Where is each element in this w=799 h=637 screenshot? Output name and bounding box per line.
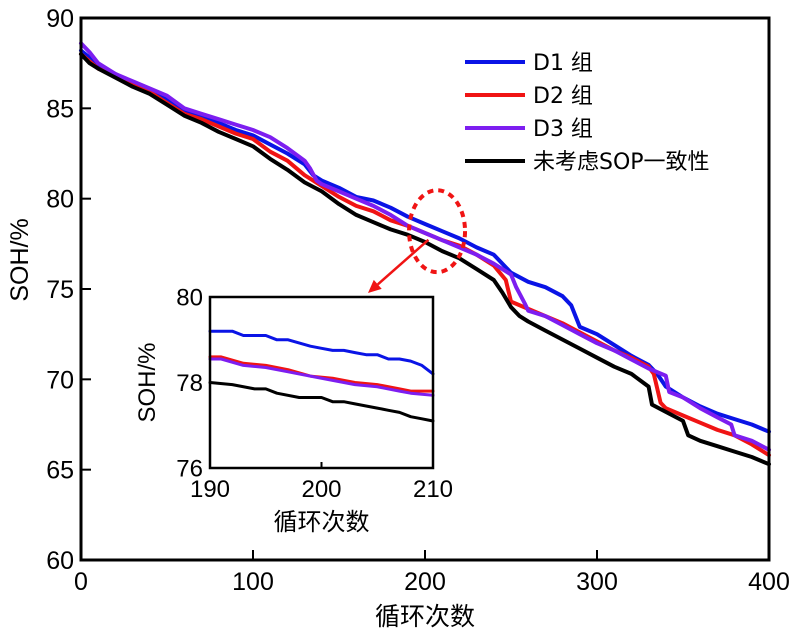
zoom-arrow-line (376, 238, 430, 286)
y-tick-label: 80 (46, 186, 74, 214)
legend-label: D1 组 (533, 51, 593, 76)
inset-y-axis-title: SOH/% (134, 342, 161, 422)
legend-item: D3 组 (465, 117, 593, 142)
main-series-lines (79, 41, 771, 467)
y-tick-label: 85 (46, 95, 74, 123)
inset-axis-ticks: 190 200 210 76 78 80 (176, 285, 453, 503)
legend-item: D2 组 (465, 84, 593, 109)
x-tick-label: 400 (748, 568, 790, 596)
y-tick-label: 90 (46, 5, 74, 33)
y-tick-label: 65 (46, 457, 74, 485)
main-series-line-3 (79, 41, 771, 452)
inset-series-line-4 (208, 381, 435, 423)
x-tick-label: 0 (74, 568, 88, 596)
inset-series-lines (208, 329, 435, 423)
y-tick-label: 80 (176, 285, 203, 312)
main-plot: 0 100 200 300 400 60 65 70 75 80 85 90 循环次数 SOH/% (6, 5, 790, 631)
legend-item: 未考虑SOP一致性 (465, 150, 710, 175)
y-tick-label: 70 (46, 366, 74, 394)
legend-label: D3 组 (533, 117, 593, 142)
y-tick-label: 75 (46, 276, 74, 304)
zoom-region-ellipse (407, 188, 468, 275)
main-series-line-4 (79, 52, 771, 467)
main-y-axis-title: SOH/% (6, 218, 34, 301)
legend-label: D2 组 (533, 84, 593, 109)
y-tick-label: 76 (176, 456, 203, 483)
inset-series-line-1 (208, 329, 435, 376)
x-tick-label: 200 (404, 568, 446, 596)
x-tick-label: 190 (190, 476, 230, 503)
main-axis-ticks: 0 100 200 300 400 60 65 70 75 80 85 90 (46, 5, 790, 596)
legend-label: 未考虑SOP一致性 (533, 150, 710, 175)
zoom-arrow-head (368, 279, 382, 293)
y-tick-label: 60 (46, 547, 74, 575)
x-tick-label: 300 (576, 568, 618, 596)
inset-plot: 190 200 210 76 78 80 循环次数 SOH/% (134, 285, 453, 536)
inset-background (210, 297, 433, 468)
legend-item: D1 组 (465, 51, 593, 76)
main-x-axis-title: 循环次数 (375, 602, 475, 631)
x-tick-label: 210 (413, 476, 453, 503)
y-tick-label: 78 (176, 370, 203, 397)
inset-series-line-3 (208, 357, 435, 397)
inset-x-axis-title: 循环次数 (274, 508, 370, 536)
x-tick-label: 200 (301, 476, 341, 503)
zoom-annotation (368, 188, 468, 293)
x-tick-label: 100 (232, 568, 274, 596)
